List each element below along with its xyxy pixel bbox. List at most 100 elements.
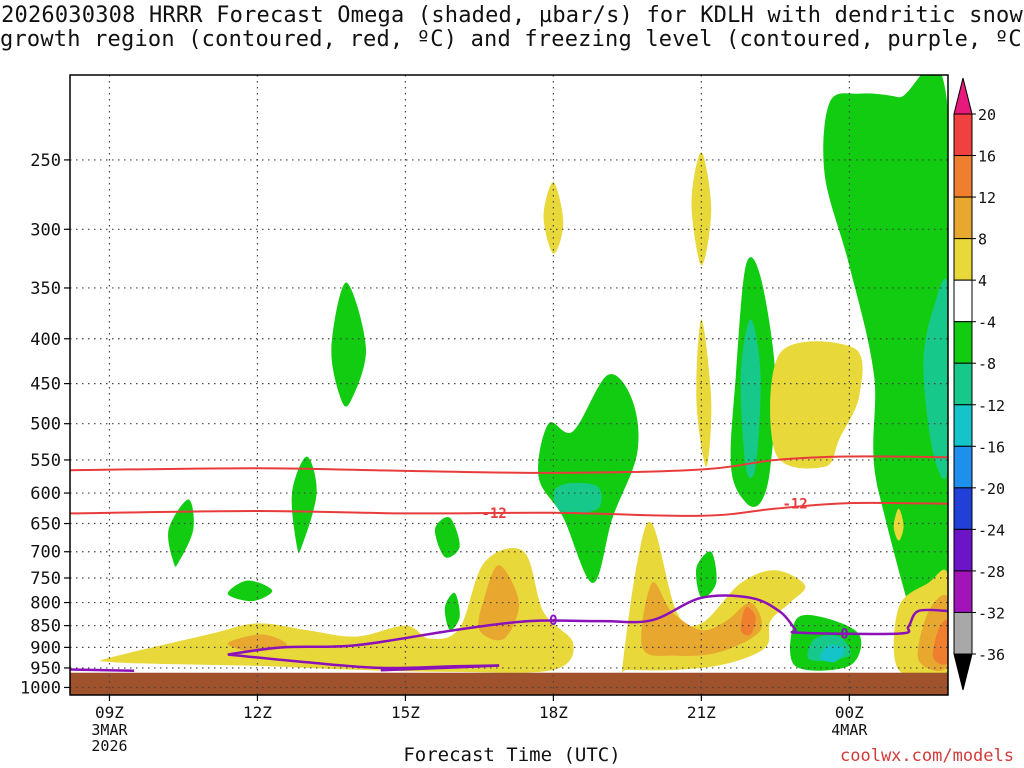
- colorbar-band-4: [953, 238, 973, 281]
- omega-region-8: [168, 499, 194, 567]
- y-tick-label-400: 400: [30, 330, 61, 350]
- omega-region-25: [770, 341, 863, 469]
- y-tick-label-250: 250: [30, 151, 61, 171]
- colorbar-band-1: [953, 113, 973, 157]
- y-tick-label-750: 750: [30, 569, 61, 589]
- omega-region-9: [227, 580, 273, 602]
- colorbar-label-4: 4: [978, 272, 987, 290]
- colorbar-label-10: -24: [978, 521, 1005, 539]
- colorbar-label-9: -20: [978, 480, 1005, 498]
- x-tick-sublabel-09Z-0: 3MAR: [91, 721, 128, 739]
- omega-region-7: [291, 456, 317, 553]
- colorbar-label-8: -16: [978, 438, 1005, 456]
- contour-label-1: -12: [782, 497, 807, 513]
- colorbar-label-11: -28: [978, 563, 1005, 581]
- x-tick-label-09Z: 09Z: [95, 703, 124, 722]
- omega-region-3: [740, 319, 761, 479]
- title-line-2: growth region (contoured, red, ºC) and f…: [0, 27, 1024, 52]
- colorbar-band-9: [953, 445, 973, 489]
- contour-label-2: 0: [549, 613, 557, 629]
- omega-region-27: [691, 152, 712, 266]
- x-tick-label-21Z: 21Z: [687, 703, 716, 722]
- y-tick-label-900: 900: [30, 638, 61, 658]
- colorbar-band-12: [953, 570, 973, 613]
- y-tick-label-700: 700: [30, 543, 61, 563]
- freezing-contour-0: [70, 668, 135, 672]
- omega-region-1: [923, 278, 948, 480]
- ground-fill: [70, 672, 948, 695]
- colorbar-label-3: 8: [978, 231, 987, 249]
- omega-region-11: [444, 592, 460, 631]
- omega-region-4: [538, 374, 639, 583]
- x-tick-label-18Z: 18Z: [539, 703, 568, 722]
- contour-layer: -12 -12 0 0: [70, 455, 948, 672]
- omega-region-0: [823, 75, 948, 681]
- colorbar: 20 16 12 8 4 -4 -8 -12 -16 -20 -24 -28 -32 -36: [953, 77, 1005, 691]
- omega-region-26: [543, 182, 564, 254]
- omega-region-18: [478, 565, 519, 641]
- colorbar-label-0: 20: [978, 106, 996, 124]
- colorbar-label-5: -4: [978, 314, 996, 332]
- y-tick-label-800: 800: [30, 594, 61, 614]
- omega-region-5: [553, 482, 602, 514]
- x-tick-label-00Z: 00Z: [835, 703, 864, 722]
- y-tick-label-450: 450: [30, 375, 61, 395]
- omega-region-10: [434, 517, 460, 558]
- dendritic-contour-0: [70, 455, 948, 474]
- colorbar-label-7: -12: [978, 397, 1005, 415]
- colorbar-band-3: [953, 196, 973, 240]
- colorbar-label-1: 16: [978, 148, 996, 166]
- omega-region-15: [819, 644, 845, 663]
- colorbar-label-13: -36: [978, 646, 1005, 664]
- colorbar-top-triangle: [953, 77, 973, 115]
- x-tick-label-15Z: 15Z: [391, 703, 420, 722]
- dendritic-contour-1: [70, 501, 948, 517]
- colorbar-band-11: [953, 528, 973, 572]
- credit-text: coolwx.com/models: [840, 746, 1014, 766]
- colorbar-label-12: -32: [978, 604, 1005, 622]
- colorbar-band-5: [953, 279, 973, 323]
- x-tick-sublabel-00Z-0: 4MAR: [831, 721, 868, 739]
- colorbar-band-10: [953, 487, 973, 530]
- omega-region-20: [641, 582, 763, 656]
- axes-layer: 2503003504004505005506006507007508008509…: [20, 151, 868, 755]
- omega-region-29: [893, 508, 904, 541]
- plot-frame: [69, 74, 949, 696]
- omega-region-24: [932, 619, 948, 665]
- y-tick-label-850: 850: [30, 617, 61, 637]
- freezing-contour-1: [227, 594, 948, 656]
- chart-title: 2026030308 HRRR Forecast Omega (shaded, …: [0, 4, 1024, 52]
- y-tick-label-1000: 1000: [20, 678, 61, 698]
- omega-region-16: [99, 548, 574, 673]
- colorbar-band-8: [953, 404, 973, 447]
- ground-layer: [70, 672, 948, 695]
- x-tick-label-12Z: 12Z: [243, 703, 272, 722]
- omega-region-6: [331, 282, 367, 407]
- omega-shading-layer: [99, 75, 948, 681]
- title-line-1: 2026030308 HRRR Forecast Omega (shaded, …: [1, 3, 1023, 28]
- y-tick-label-550: 550: [30, 451, 61, 471]
- colorbar-label-2: 12: [978, 189, 996, 207]
- grid-layer: [70, 75, 948, 695]
- colorbar-label-6: -8: [978, 355, 996, 373]
- colorbar-band-13: [953, 611, 973, 655]
- omega-region-21: [740, 606, 756, 636]
- x-tick-sublabel-09Z-1: 2026: [91, 737, 127, 755]
- y-tick-label-500: 500: [30, 415, 61, 435]
- colorbar-band-6: [953, 321, 973, 364]
- omega-region-28: [696, 319, 712, 467]
- freezing-contour-3: [380, 664, 500, 672]
- x-axis-label: Forecast Time (UTC): [403, 744, 621, 766]
- colorbar-band-2: [953, 155, 973, 198]
- y-tick-label-350: 350: [30, 279, 61, 299]
- colorbar-band-7: [953, 362, 973, 406]
- omega-region-12: [695, 551, 717, 599]
- y-tick-label-950: 950: [30, 659, 61, 679]
- contour-label-3: 0: [840, 627, 848, 643]
- y-tick-label-650: 650: [30, 515, 61, 535]
- y-tick-label-300: 300: [30, 220, 61, 240]
- contour-label-0: -12: [482, 506, 507, 522]
- colorbar-bottom-triangle: [953, 653, 973, 691]
- y-tick-label-600: 600: [30, 484, 61, 504]
